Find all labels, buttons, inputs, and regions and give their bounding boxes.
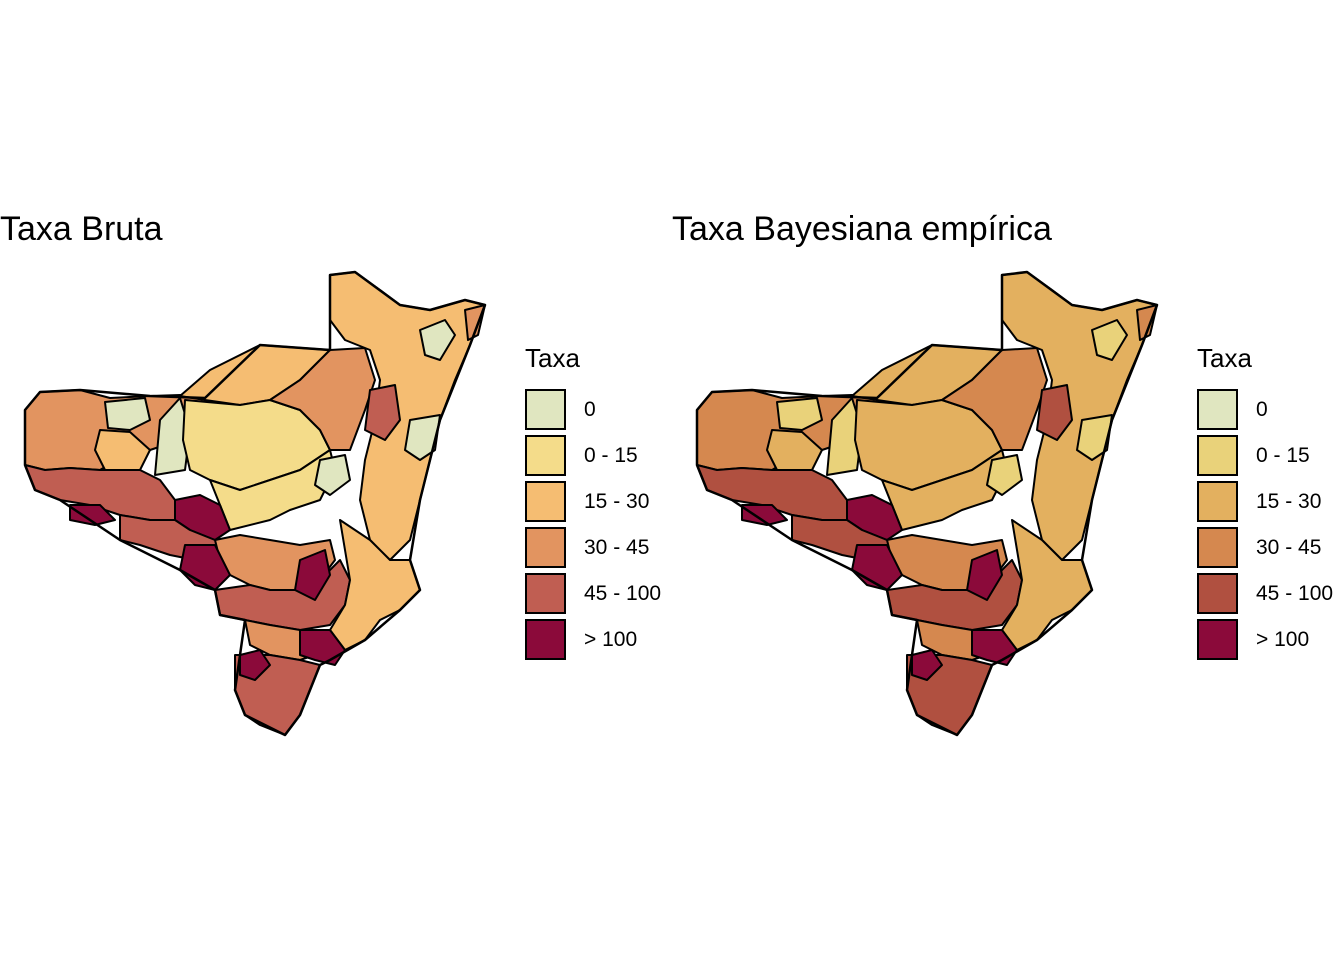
legend-key-5-left (525, 619, 566, 660)
choropleth-left (23, 270, 487, 737)
region-11-right (1076, 414, 1113, 461)
legend-label-5-right: > 100 (1256, 628, 1310, 651)
region-13-right (986, 454, 1023, 496)
map-outline-right (695, 270, 1159, 737)
legend-key-1-left (525, 435, 566, 476)
region-12-right (1036, 384, 1073, 441)
region-16-left (69, 504, 116, 526)
legend-key-3-right (1197, 527, 1238, 568)
region-16-right (741, 504, 788, 526)
legend-label-0-left: 0 (584, 398, 596, 421)
panel-title-right: Taxa Bayesiana empírica (672, 210, 1052, 248)
legend-label-1-right: 0 - 15 (1256, 444, 1310, 467)
region-21-left (294, 549, 331, 601)
legend-key-2-left (525, 481, 566, 522)
legend-label-4-right: 45 - 100 (1256, 582, 1334, 605)
region-1-left (104, 397, 151, 431)
legend-key-1-right (1197, 435, 1238, 476)
region-15-right (696, 464, 848, 521)
region-13-left (314, 454, 351, 496)
legend-title-right: Taxa (1197, 343, 1252, 373)
legend-key-0-left (525, 389, 566, 430)
legend-key-4-right (1197, 573, 1238, 614)
region-24-right (971, 629, 1018, 666)
legend-key-2-right (1197, 481, 1238, 522)
panel-title-left: Taxa Bruta (0, 210, 163, 248)
region-22-right (1001, 519, 1093, 651)
region-15-left (24, 464, 176, 521)
region-12-left (364, 384, 401, 441)
region-1-right (776, 397, 823, 431)
choropleth-right (695, 270, 1159, 737)
legend-label-0-right: 0 (1256, 398, 1268, 421)
legend-key-0-right (1197, 389, 1238, 430)
legend-label-1-left: 0 - 15 (584, 444, 638, 467)
legend-title-left: Taxa (525, 343, 580, 373)
legend-label-2-right: 15 - 30 (1256, 490, 1322, 513)
region-26-right (911, 649, 943, 681)
region-22-left (329, 519, 421, 651)
region-10-right (1091, 319, 1128, 361)
legend-label-5-left: > 100 (584, 628, 638, 651)
legend-label-4-left: 45 - 100 (584, 582, 662, 605)
legend-label-2-left: 15 - 30 (584, 490, 650, 513)
region-14-right (1136, 304, 1158, 341)
legend-key-5-right (1197, 619, 1238, 660)
region-24-left (299, 629, 346, 666)
legend-label-3-right: 30 - 45 (1256, 536, 1322, 559)
region-14-left (464, 304, 486, 341)
legend-key-4-left (525, 573, 566, 614)
region-10-left (419, 319, 456, 361)
region-21-right (966, 549, 1003, 601)
region-26-left (239, 649, 271, 681)
map-outline-left (23, 270, 487, 737)
region-11-left (404, 414, 441, 461)
legend-label-3-left: 30 - 45 (584, 536, 650, 559)
legend-key-3-left (525, 527, 566, 568)
